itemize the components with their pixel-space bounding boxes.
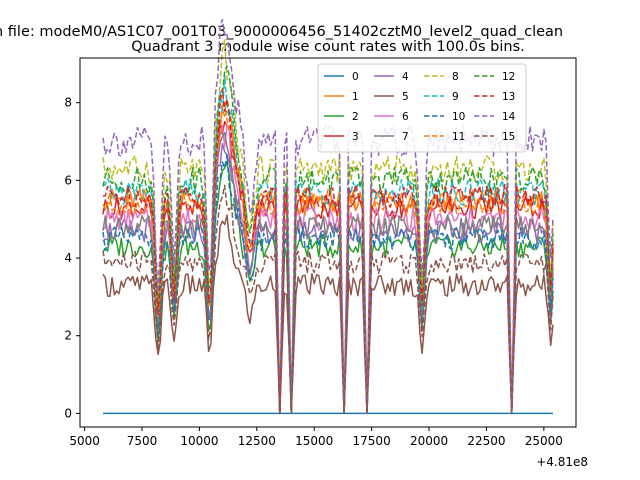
- legend-label: 2: [352, 111, 359, 123]
- x-tick-label: 5000: [69, 434, 100, 448]
- chart-title: Quadrant 3 module wise count rates with …: [131, 39, 525, 55]
- legend-label: 8: [452, 71, 459, 83]
- legend-label: 6: [402, 111, 409, 123]
- x-tick-label: 12500: [238, 434, 276, 448]
- legend-box: [317, 63, 527, 153]
- legend-label: 11: [452, 131, 465, 143]
- legend-label: 3: [352, 131, 359, 143]
- legend-label: 13: [502, 91, 515, 103]
- y-tick-label: 8: [64, 96, 72, 110]
- series-line-5: [102, 214, 554, 415]
- y-tick-label: 0: [64, 406, 72, 420]
- y-tick-label: 6: [64, 173, 72, 187]
- series-line-10: [102, 154, 554, 415]
- series-line-11: [102, 101, 554, 415]
- y-tick-label: 2: [64, 329, 72, 343]
- series-line-15: [102, 184, 554, 415]
- axes-ticks: 5000 7500 10000 12500 15000 17500 20000 22500 25…: [64, 96, 563, 448]
- legend-label: 9: [452, 91, 459, 103]
- legend-label: 14: [502, 111, 516, 123]
- axes-frame: [79, 57, 577, 428]
- legend-label: 12: [502, 71, 515, 83]
- x-tick-label: 22500: [467, 434, 505, 448]
- legend-label: 0: [352, 71, 359, 83]
- legend-label: 7: [402, 131, 409, 143]
- x-offset-label: +4.81e8: [536, 455, 588, 469]
- y-tick-label: 4: [64, 251, 72, 265]
- x-tick-label: 10000: [180, 434, 218, 448]
- x-tick-label: 20000: [410, 434, 448, 448]
- legend-label: 10: [452, 111, 465, 123]
- x-tick-label: 17500: [353, 434, 391, 448]
- legend-label: 15: [502, 131, 515, 143]
- legend-label: 5: [402, 91, 409, 103]
- figure-suptitle: n file: modeM0/AS1C07_001T03_9000006456_…: [0, 24, 563, 40]
- series-line-8: [102, 39, 554, 415]
- x-tick-label: 7500: [127, 434, 158, 448]
- series-line-12: [102, 65, 554, 415]
- legend-label: 1: [352, 91, 359, 103]
- x-tick-label: 15000: [295, 434, 333, 448]
- x-tick-label: 25000: [525, 434, 563, 448]
- series-line-13: [102, 88, 554, 415]
- legend-label: 4: [402, 71, 409, 83]
